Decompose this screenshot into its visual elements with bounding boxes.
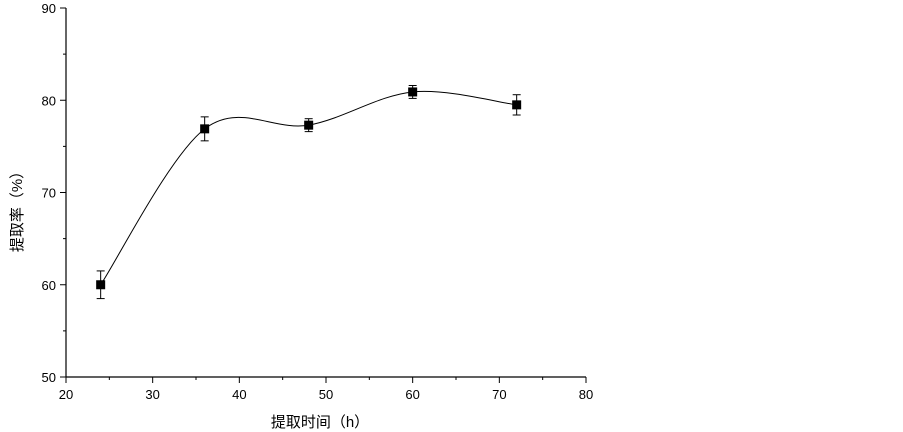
y-tick-label: 90: [42, 1, 56, 16]
data-point-marker: [408, 87, 418, 97]
data-points: [96, 84, 522, 300]
x-ticks: 20 30 40 50 60 70 80: [59, 377, 593, 402]
y-axis-title: 提取率（%）: [9, 164, 26, 252]
x-tick-label: 40: [232, 387, 246, 402]
data-point-marker: [96, 280, 106, 290]
axes: [65, 8, 586, 378]
series-curve: [100, 90, 517, 286]
y-ticks: 50 60 70 80 90: [42, 1, 66, 385]
y-tick-label: 80: [42, 93, 56, 108]
x-tick-label: 20: [59, 387, 73, 402]
x-tick-label: 30: [145, 387, 159, 402]
x-axis-title: 提取时间（h）: [271, 414, 369, 431]
data-point-marker: [304, 120, 314, 130]
x-tick-label: 80: [579, 387, 593, 402]
x-tick-label: 60: [405, 387, 419, 402]
x-tick-label: 50: [319, 387, 333, 402]
x-tick-label: 70: [492, 387, 506, 402]
y-tick-label: 70: [42, 186, 56, 201]
y-tick-label: 50: [42, 370, 56, 385]
y-tick-label: 60: [42, 278, 56, 293]
data-point-marker: [512, 100, 522, 110]
data-point-marker: [200, 124, 210, 134]
